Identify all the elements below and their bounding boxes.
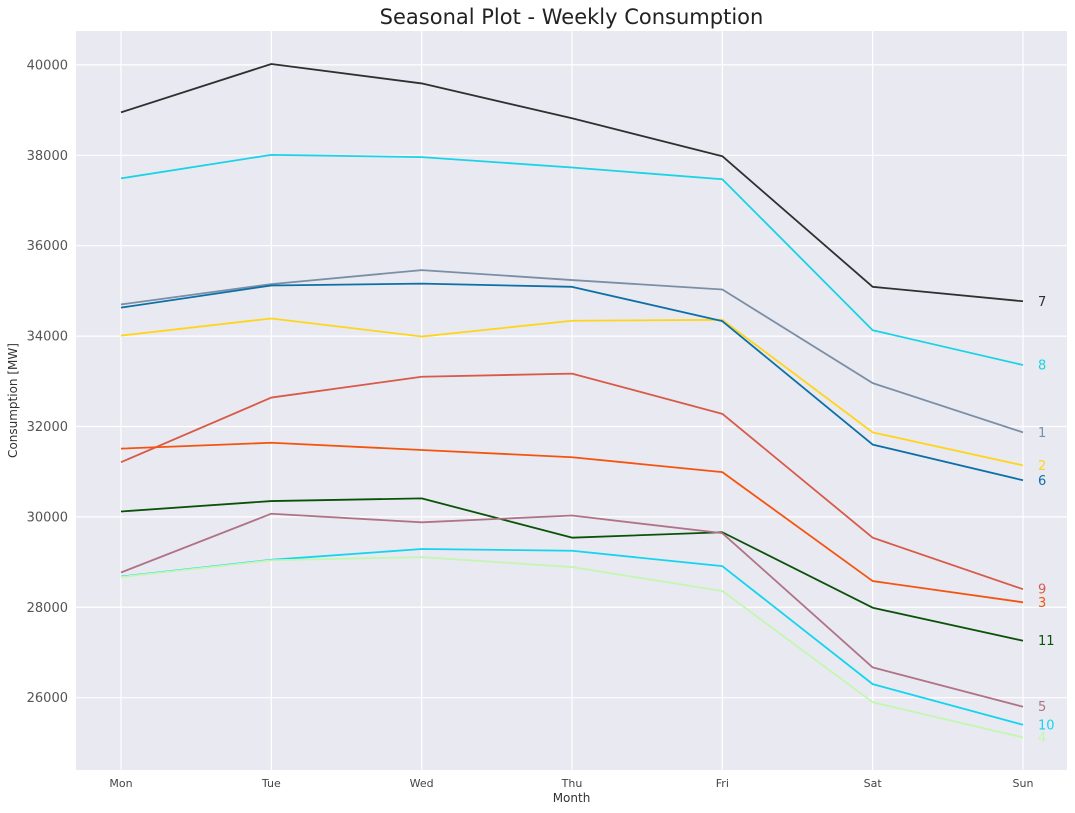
- ticks-layer: Mon Tue Wed Thu Fri Sat Sun 26000 28000 30000 3200…: [27, 58, 1034, 790]
- x-tick-label: Sat: [864, 777, 883, 790]
- series-line-7: [120, 63, 1024, 303]
- y-tick-label: 26000: [27, 691, 68, 706]
- chart-title: Seasonal Plot - Weekly Consumption: [380, 5, 764, 29]
- x-axis-label: Month: [553, 791, 591, 805]
- x-tick-label: Fri: [716, 777, 729, 790]
- series-label-4: 4: [1038, 731, 1046, 746]
- series-label-9: 9: [1038, 583, 1046, 598]
- series-line-9: [120, 372, 1024, 591]
- series-line-6: [120, 282, 1024, 482]
- series-labels-layer: 7 8 1 26 93 11 5 104: [1038, 295, 1055, 746]
- series-line-1: [120, 269, 1024, 434]
- series-label-8: 8: [1038, 359, 1046, 374]
- series-label-7: 7: [1038, 295, 1046, 310]
- y-tick-label: 32000: [27, 420, 68, 435]
- series-label-10: 10: [1038, 718, 1055, 733]
- series-label-11: 11: [1038, 634, 1055, 649]
- x-tick-label: Sun: [1013, 777, 1034, 790]
- series-line-11: [120, 497, 1024, 642]
- series-line-5: [120, 512, 1024, 708]
- x-tick-label: Wed: [410, 777, 434, 790]
- series-line-2: [120, 317, 1024, 467]
- x-tick-label: Thu: [561, 777, 583, 790]
- x-tick-label: Tue: [261, 777, 281, 790]
- y-tick-label: 34000: [27, 330, 68, 345]
- series-label-5: 5: [1038, 700, 1046, 715]
- series-label-1: 1: [1038, 426, 1046, 441]
- series-line-3: [120, 441, 1024, 604]
- series-line-4: [120, 556, 1024, 739]
- series-label-2: 2: [1038, 459, 1046, 474]
- series-label-3: 3: [1038, 596, 1046, 611]
- y-axis-label: Consumption [MW]: [6, 343, 20, 458]
- y-tick-label: 38000: [27, 149, 68, 164]
- series-line-8: [120, 153, 1024, 366]
- y-tick-label: 36000: [27, 239, 68, 254]
- y-tick-label: 40000: [27, 58, 68, 73]
- y-tick-label: 30000: [27, 510, 68, 525]
- x-tick-label: Mon: [109, 777, 132, 790]
- y-tick-label: 28000: [27, 601, 68, 616]
- series-label-6: 6: [1038, 474, 1046, 489]
- series-layer: [120, 63, 1024, 739]
- grid-layer: [76, 31, 1067, 770]
